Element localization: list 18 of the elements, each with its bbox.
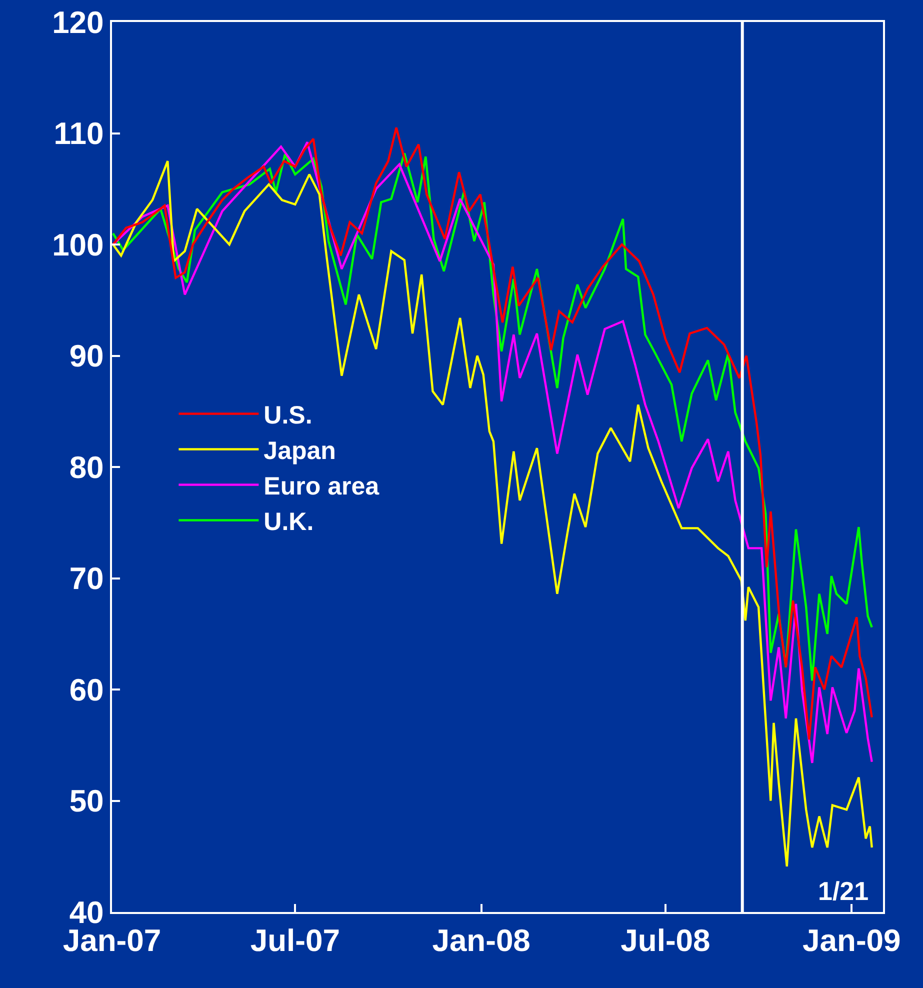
y-tick-label: 120 bbox=[52, 4, 104, 40]
legend-label: U.S. bbox=[264, 402, 312, 430]
annotation: 1/21 bbox=[818, 876, 869, 906]
y-tick-label: 80 bbox=[69, 450, 104, 485]
y-tick-label: 110 bbox=[54, 116, 104, 152]
y-tick-label: 100 bbox=[52, 227, 104, 262]
y-tick-label: 90 bbox=[69, 338, 104, 374]
legend-label: U.K. bbox=[264, 508, 314, 536]
line-series bbox=[112, 160, 873, 868]
x-tick-label: Jan-09 bbox=[802, 923, 901, 958]
legend-label: Japan bbox=[264, 437, 336, 465]
y-tick-label: 50 bbox=[69, 784, 104, 819]
y-tick-label: 70 bbox=[69, 561, 104, 596]
x-tick-label: Jul-07 bbox=[250, 923, 340, 958]
y-tick-label: 60 bbox=[69, 672, 104, 708]
legend-label: Euro area bbox=[264, 472, 380, 500]
x-tick-label: Jan-08 bbox=[432, 923, 530, 958]
x-tick-label: Jul-08 bbox=[620, 923, 710, 958]
